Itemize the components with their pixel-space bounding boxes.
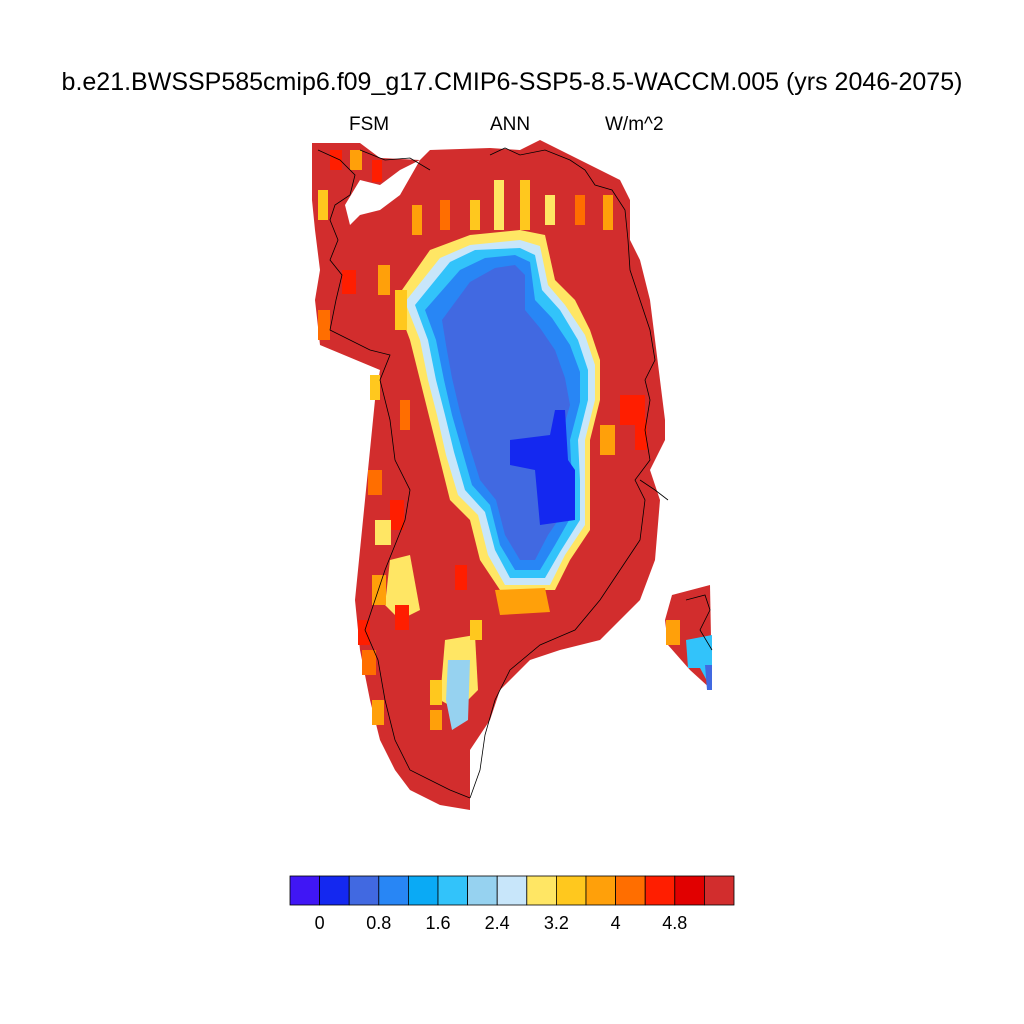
season-label: ANN	[490, 114, 531, 135]
colorbar-box	[556, 875, 587, 906]
colorbar-tick-label: 3.2	[544, 913, 569, 933]
colorbar-tick-label: 0	[315, 913, 325, 933]
coastline	[317, 147, 713, 799]
variable-label: FSM	[349, 114, 390, 135]
colorbar-box	[615, 875, 646, 906]
colorbar-box	[319, 875, 350, 906]
colorbar-box	[437, 875, 469, 906]
colorbar-tick-label: 0.8	[366, 913, 391, 933]
colorbar-tick-label: 2.4	[485, 913, 510, 933]
colorbar-box	[467, 875, 498, 906]
colorbar-box	[526, 875, 557, 906]
colorbar-tick-label: 4	[611, 913, 621, 933]
colorbar-box	[644, 875, 676, 906]
colorbar-tick-label: 4.8	[662, 913, 687, 933]
interior-field	[385, 230, 712, 730]
colorbar-box	[407, 875, 439, 906]
colorbar-tick-label: 1.6	[425, 913, 450, 933]
colorbar-box	[378, 875, 409, 906]
colorbar-box	[348, 875, 380, 906]
plot-title: b.e21.BWSSP585cmip6.f09_g17.CMIP6-SSP5-8…	[61, 68, 963, 96]
colorbar-box	[585, 875, 617, 906]
margin-grid-cells	[318, 150, 647, 730]
colorbar-box	[704, 875, 735, 906]
colorbar-box	[289, 875, 321, 906]
colorbar-box	[674, 875, 705, 906]
units-label: W/m^2	[605, 114, 664, 135]
colorbar-box	[496, 875, 528, 906]
